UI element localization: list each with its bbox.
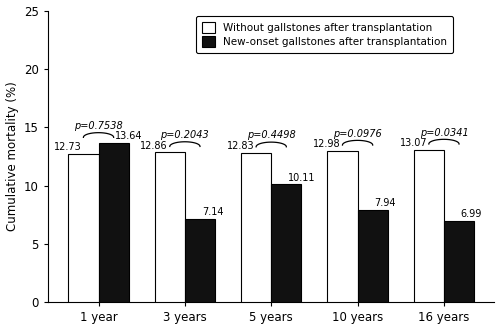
Text: p=0.4498: p=0.4498 (247, 130, 296, 140)
Bar (241, 153, 271, 302)
Text: 7.94: 7.94 (374, 198, 396, 208)
Y-axis label: Cumulative mortality (%): Cumulative mortality (%) (6, 82, 18, 231)
Bar (271, 184, 302, 302)
Text: p=0.7538: p=0.7538 (74, 121, 123, 131)
Text: 7.14: 7.14 (202, 207, 223, 217)
Text: p=0.0976: p=0.0976 (333, 129, 382, 139)
Text: 6.99: 6.99 (461, 209, 482, 219)
Text: 10.11: 10.11 (288, 173, 316, 182)
Bar (328, 151, 358, 302)
Bar (154, 152, 185, 302)
Text: 13.07: 13.07 (400, 138, 427, 148)
Text: 12.73: 12.73 (54, 142, 82, 152)
Text: p=0.0341: p=0.0341 (420, 128, 469, 138)
Text: p=0.2043: p=0.2043 (160, 130, 210, 140)
Bar (414, 150, 444, 302)
Bar (185, 219, 215, 302)
Text: 13.64: 13.64 (116, 131, 143, 142)
Legend: Without gallstones after transplantation, New-onset gallstones after transplanta: Without gallstones after transplantation… (196, 16, 454, 53)
Text: 12.86: 12.86 (140, 141, 168, 150)
Bar (444, 221, 474, 302)
Bar (358, 210, 388, 302)
Bar (98, 143, 129, 302)
Bar (68, 154, 98, 302)
Text: 12.83: 12.83 (227, 141, 254, 151)
Text: 12.98: 12.98 (313, 139, 340, 149)
